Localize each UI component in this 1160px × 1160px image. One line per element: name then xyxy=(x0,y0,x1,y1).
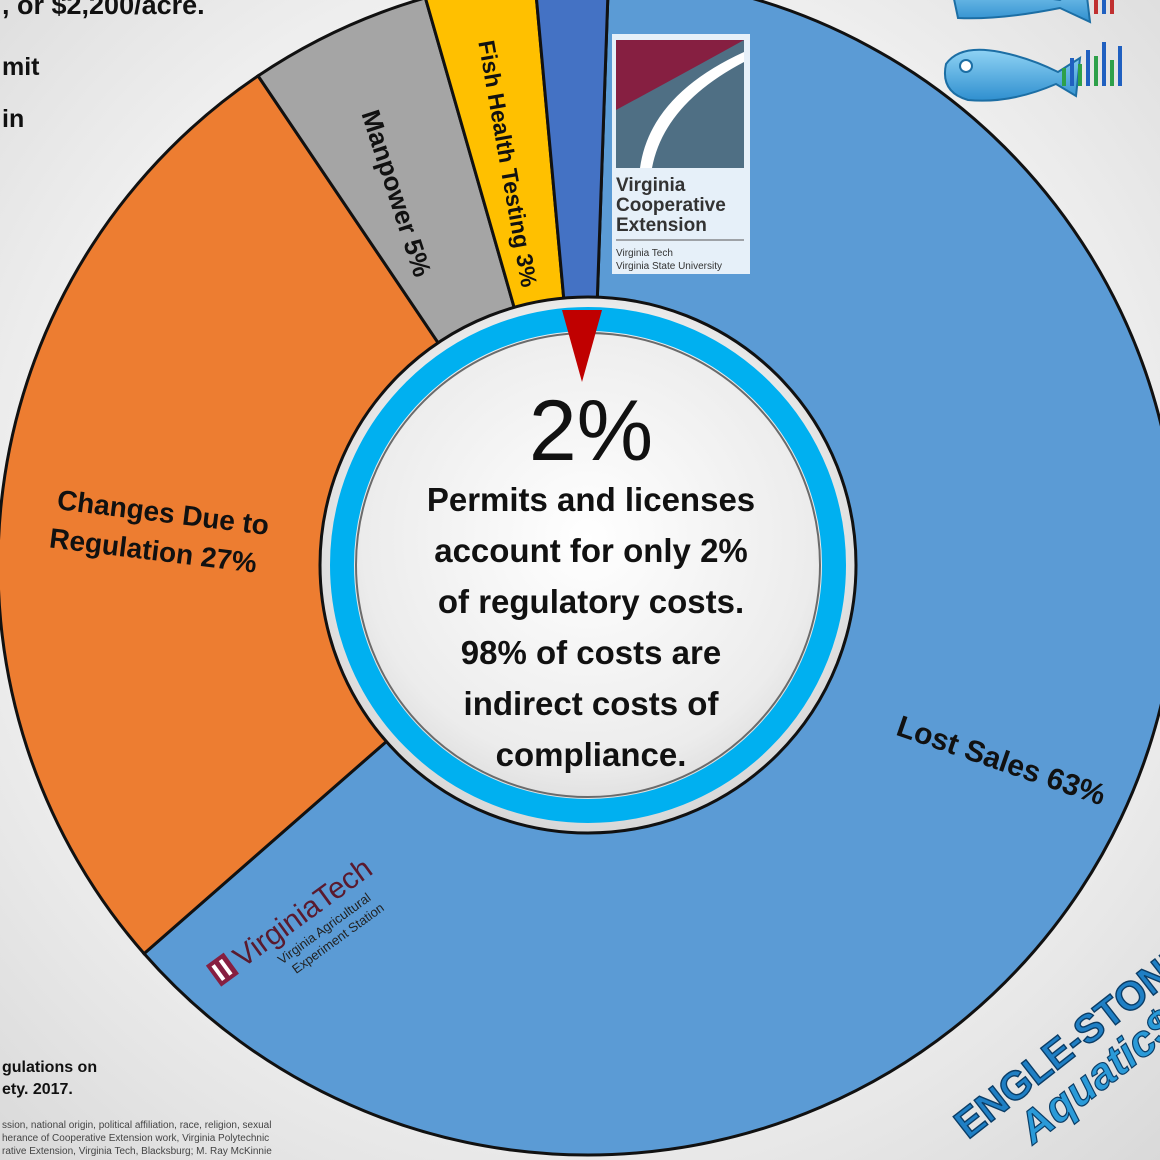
fish-chart-icon xyxy=(944,42,1122,102)
center-big-percent: 2% xyxy=(529,383,653,479)
top-text-fragment-2: mit xyxy=(2,53,40,81)
fish-icon-bar xyxy=(1078,64,1082,86)
citation-fragment-1: gulations on xyxy=(2,1059,98,1076)
fish-icon-bar xyxy=(1086,50,1090,86)
center-line-5: indirect costs of xyxy=(464,685,720,722)
footer-fragment-3: rative Extension, Virginia Tech, Blacksb… xyxy=(2,1146,272,1157)
vce-line-3: Extension xyxy=(616,215,707,236)
footer-fragment-2: herance of Cooperative Extension work, V… xyxy=(2,1133,270,1144)
center-line-2: account for only 2% xyxy=(434,532,748,569)
vce-line-1: Virginia xyxy=(616,175,686,196)
fish-icon-bar xyxy=(1102,42,1106,86)
fish-icon-bar xyxy=(1070,58,1074,86)
fish-icon-bar xyxy=(1110,60,1114,86)
vce-line-2: Cooperative xyxy=(616,195,726,216)
center-disc xyxy=(318,295,858,835)
fish-chart-icon xyxy=(953,0,1114,24)
top-text-fragment-3: in xyxy=(2,105,25,133)
vce-sub-2: Virginia State University xyxy=(616,261,722,272)
top-text-fragment-1: , or $2,200/acre. xyxy=(2,0,205,20)
center-line-3: of regulatory costs. xyxy=(438,583,744,620)
vce-sub-1: Virginia Tech xyxy=(616,248,673,259)
fish-icon-bar xyxy=(1118,46,1122,86)
pointer-arrow-icon xyxy=(562,310,602,382)
fish-icon-bar xyxy=(1062,68,1066,86)
footer-fragment-1: ssion, national origin, political affili… xyxy=(2,1120,272,1131)
center-line-4: 98% of costs are xyxy=(461,634,721,671)
vce-logo: Virginia Cooperative Extension Virginia … xyxy=(612,34,750,274)
citation-fragment-2: ety. 2017. xyxy=(2,1081,73,1098)
center-line-1: Permits and licenses xyxy=(427,481,755,518)
center-line-6: compliance. xyxy=(496,736,687,773)
fish-icon-bar xyxy=(1094,56,1098,86)
